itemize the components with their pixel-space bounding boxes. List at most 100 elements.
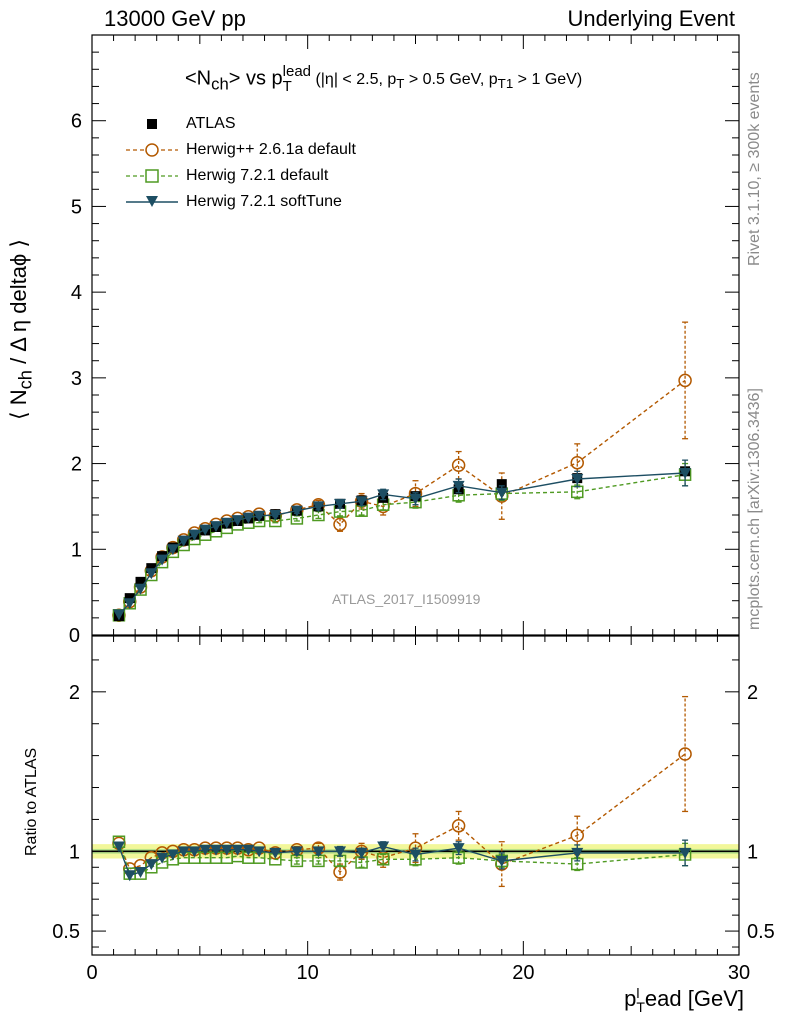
y-tick-label: 0	[69, 625, 80, 647]
ratio-point-filled-triangle-down	[166, 849, 179, 861]
y-tick-label: 5	[71, 196, 82, 218]
main-point-filled-triangle-down	[452, 480, 465, 492]
ratio-point-filled-triangle-down	[495, 855, 508, 867]
title-part: <N	[185, 67, 212, 90]
y-tick-label: 1	[71, 539, 82, 561]
ratio-point-filled-triangle-down	[231, 844, 244, 856]
ratio-y-tick-label-right: 0.5	[747, 921, 775, 943]
main-point-filled-triangle-down	[253, 510, 266, 522]
ratio-point-filled-triangle-down	[312, 846, 325, 858]
main-point-filled-triangle-down	[409, 493, 422, 505]
ratio-point-open-circle	[570, 828, 584, 843]
ratio-point-open-circle	[678, 747, 692, 761]
main-point-filled-triangle-down	[177, 535, 190, 547]
main-point-filled-triangle-down	[188, 529, 201, 541]
main-point-filled-square	[146, 563, 157, 574]
y-axis-label-part: ⟨ N	[6, 389, 31, 420]
ratio-point-filled-triangle-down	[123, 870, 136, 882]
ratio-point-filled-triangle-down	[679, 847, 692, 859]
plot-title: <Nch> vs p lead T (|η| < 2.5, pT > 0.5 GeV…	[185, 64, 582, 94]
x-axis-label-sub: T	[636, 999, 645, 1016]
main-point-filled-triangle-down	[112, 609, 125, 621]
ratio-point-open-circle	[451, 819, 466, 833]
ratio-point-filled-triangle-down	[199, 844, 212, 856]
main-point-filled-triangle-down	[145, 568, 158, 580]
main-point-filled-triangle-down	[269, 510, 282, 521]
title-sub: T	[282, 78, 292, 95]
title-cuts: > 1 GeV)	[513, 71, 583, 89]
main-point-open-circle	[451, 458, 466, 473]
ratio-point-filled-triangle-down	[355, 847, 368, 859]
ratio-y-tick-label: 1	[69, 841, 80, 863]
analysis-category-label: Underlying Event	[567, 6, 735, 31]
main-point-filled-triangle-down	[334, 498, 347, 510]
main-point-filled-triangle-down	[220, 517, 233, 529]
main-point-open-circle	[333, 517, 347, 532]
ratio-point-filled-triangle-down	[377, 841, 390, 853]
legend-label: Herwig++ 2.6.1a default	[186, 141, 356, 158]
y-axis-label-sub: ch	[14, 370, 36, 390]
ratio-point-filled-triangle-down	[334, 846, 347, 858]
main-point-filled-square	[124, 593, 135, 604]
legend-marker-softtune	[126, 196, 178, 207]
main-point-filled-triangle-down	[166, 544, 179, 556]
title-sub: T	[396, 76, 405, 92]
main-point-filled-triangle-down	[199, 524, 212, 536]
analysis-id-watermark: ATLAS_2017_I1509919	[332, 591, 481, 607]
ratio-point-open-square	[376, 853, 390, 866]
legend-marker-herwigpp	[126, 143, 178, 157]
title-part: > vs p	[228, 67, 283, 90]
x-tick-label: 10	[297, 962, 319, 984]
rivet-version-label: Rivet 3.1.10, ≥ 300k events	[746, 72, 763, 266]
main-point-filled-triangle-down	[571, 474, 584, 485]
main-point-filled-triangle-down	[312, 501, 325, 513]
main-point-filled-triangle-down	[210, 521, 223, 533]
title-sup: lead	[282, 63, 311, 80]
y-tick-label: 3	[71, 368, 82, 390]
title-sub: T1	[497, 76, 514, 92]
x-axis-label-part: p	[624, 986, 637, 1011]
title-cuts: > 0.5 GeV, p	[404, 71, 498, 89]
y-tick-label: 4	[71, 282, 82, 304]
main-point-filled-triangle-down	[355, 496, 368, 508]
legend-marker-atlas	[147, 119, 157, 129]
ratio-point-filled-triangle-down	[242, 844, 255, 856]
y-axis-label-ratio: Ratio to ATLAS	[23, 747, 40, 856]
ratio-point-filled-triangle-down	[210, 844, 223, 856]
legend-label: ATLAS	[186, 115, 236, 132]
ratio-y-tick-label: 2	[69, 682, 80, 704]
ratio-point-filled-triangle-down	[253, 846, 266, 858]
main-point-filled-square	[496, 479, 507, 490]
title-cuts: (|η| < 2.5, p	[311, 71, 397, 89]
legend-label: Herwig 7.2.1 softTune	[186, 193, 342, 210]
title-sub: ch	[211, 74, 229, 94]
ratio-point-filled-triangle-down	[452, 843, 465, 855]
x-tick-label: 0	[86, 962, 97, 984]
main-series-line-1	[118, 379, 686, 616]
main-point-filled-triangle-down	[231, 515, 244, 527]
ratio-frame	[91, 635, 740, 956]
ratio-point-filled-triangle-down	[188, 846, 201, 858]
x-tick-label: 30	[728, 962, 750, 984]
y-axis-label-part: / Δ η deltaϕ ⟩	[6, 239, 31, 371]
main-point-open-circle	[570, 455, 584, 470]
x-axis-label-sup: l	[636, 985, 640, 1002]
main-point-filled-triangle-down	[377, 489, 390, 501]
main-point-filled-triangle-down	[123, 598, 136, 610]
main-point-filled-square	[135, 576, 146, 587]
legend-marker-herwig721	[126, 169, 178, 183]
ratio-y-tick-label-right: 2	[747, 682, 758, 704]
legend-label: Herwig 7.2.1 default	[186, 167, 329, 184]
ratio-point-filled-triangle-down	[269, 847, 282, 859]
ratio-point-filled-triangle-down	[145, 859, 158, 871]
main-point-filled-triangle-down	[156, 554, 169, 566]
ratio-point-filled-triangle-down	[112, 841, 125, 853]
energy-label: 13000 GeV pp	[104, 6, 246, 31]
main-point-filled-triangle-down	[679, 468, 692, 479]
ratio-y-tick-label-right: 1	[747, 841, 758, 863]
ratio-point-filled-triangle-down	[177, 846, 190, 858]
ratio-point-filled-triangle-down	[571, 847, 584, 859]
ratio-point-filled-triangle-down	[220, 844, 233, 856]
main-point-open-circle	[678, 373, 692, 388]
